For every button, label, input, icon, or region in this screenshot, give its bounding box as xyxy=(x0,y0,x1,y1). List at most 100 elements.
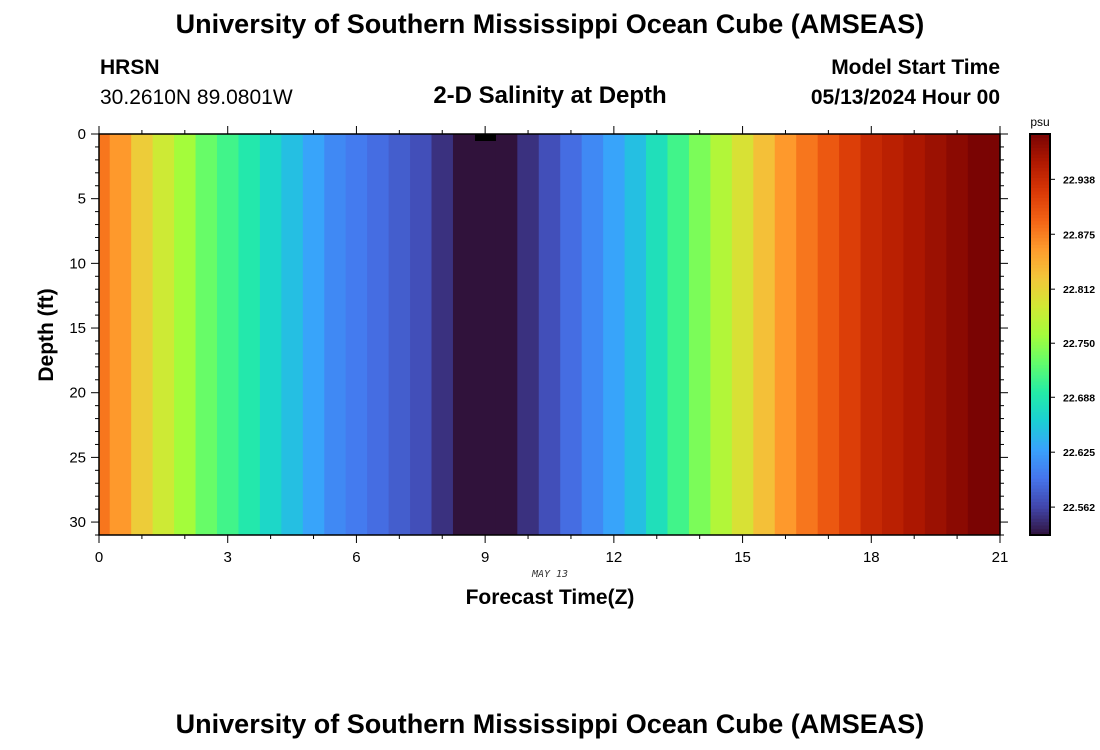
colorbar-segment xyxy=(1030,364,1050,369)
colorbar-tick-label: 22.812 xyxy=(1063,284,1095,296)
colorbar-segment xyxy=(1030,488,1050,493)
colorbar-segment xyxy=(1030,257,1050,262)
model-start-value: 05/13/2024 Hour 00 xyxy=(810,86,1000,109)
colorbar-segment xyxy=(1030,174,1050,178)
heatmap-cell xyxy=(924,134,947,535)
x-axis-label: Forecast Time(Z) xyxy=(466,586,635,609)
colorbar-segment xyxy=(1030,531,1050,536)
heatmap-cell xyxy=(946,134,969,535)
model-start-label: Model Start Time xyxy=(831,56,1000,79)
colorbar-segment xyxy=(1030,381,1050,386)
colorbar-segment xyxy=(1030,464,1050,469)
y-tick-label: 25 xyxy=(69,449,86,466)
y-axis-label: Depth (ft) xyxy=(35,288,58,381)
colorbar-segment xyxy=(1030,254,1050,259)
colorbar-segment xyxy=(1030,167,1050,172)
colorbar-segment xyxy=(1030,404,1050,409)
colorbar-segment xyxy=(1030,334,1050,339)
colorbar-segment xyxy=(1030,518,1050,523)
date-label: MAY 13 xyxy=(531,569,568,580)
colorbar-segment xyxy=(1030,154,1050,158)
colorbar-segment xyxy=(1030,468,1050,473)
colorbar-segment xyxy=(1030,277,1050,282)
colorbar-segment xyxy=(1030,321,1050,325)
colorbar-segment xyxy=(1030,264,1050,269)
x-tick-label: 12 xyxy=(606,549,623,566)
colorbar-segment xyxy=(1030,401,1050,406)
colorbar-segment xyxy=(1030,234,1050,239)
colorbar-segment xyxy=(1030,210,1050,215)
station-id: HRSN xyxy=(100,56,160,79)
heatmap-cell xyxy=(603,134,626,535)
colorbar-segment xyxy=(1030,431,1050,436)
heatmap-cell xyxy=(839,134,862,535)
colorbar-segment xyxy=(1030,217,1050,222)
colorbar-segment xyxy=(1030,190,1050,195)
heatmap-cell xyxy=(517,134,540,535)
colorbar-segment xyxy=(1030,451,1050,456)
x-tick-label: 21 xyxy=(992,549,1009,566)
colorbar-segment xyxy=(1030,504,1050,509)
colorbar-segment xyxy=(1030,324,1050,329)
colorbar-segment xyxy=(1030,160,1050,165)
colorbar-segment xyxy=(1030,137,1050,142)
heatmap-cell xyxy=(882,134,905,535)
colorbar-segment xyxy=(1030,444,1050,449)
colorbar-tick-label: 22.875 xyxy=(1063,229,1095,241)
heatmap-cell xyxy=(388,134,411,535)
heatmap-cell xyxy=(731,134,754,535)
colorbar-segment xyxy=(1030,144,1050,148)
colorbar-segment xyxy=(1030,471,1050,476)
colorbar-segment xyxy=(1030,157,1050,162)
heatmap-cell xyxy=(817,134,840,535)
colorbar-segment xyxy=(1030,498,1050,503)
y-tick-label: 30 xyxy=(69,514,86,531)
footer-title: University of Southern Mississippi Ocean… xyxy=(175,709,925,739)
colorbar-segment xyxy=(1030,267,1050,272)
colorbar-segment xyxy=(1030,164,1050,168)
colorbar-segment xyxy=(1030,351,1050,356)
y-tick-label: 10 xyxy=(69,255,86,272)
heatmap-cell xyxy=(99,134,111,535)
heatmap-cell xyxy=(796,134,819,535)
colorbar-segment xyxy=(1030,441,1050,446)
x-tick-label: 6 xyxy=(352,549,360,566)
colorbar-segment xyxy=(1030,501,1050,506)
heatmap-cell xyxy=(474,134,497,535)
colorbar-segment xyxy=(1030,414,1050,419)
colorbar-segment xyxy=(1030,184,1050,188)
colorbar-segment xyxy=(1030,187,1050,192)
heatmap-cell xyxy=(560,134,583,535)
heatmap-cell xyxy=(495,134,518,535)
colorbar-tick-labels: 22.562 22.625 22.688 22.750 22.812 22.875 22.9… xyxy=(1050,174,1095,514)
heatmap-cell xyxy=(131,134,154,535)
colorbar-segment xyxy=(1030,434,1050,439)
heatmap-cell xyxy=(710,134,733,535)
plot-frame xyxy=(98,133,1001,536)
colorbar-segment xyxy=(1030,307,1050,312)
heatmap-cell xyxy=(238,134,261,535)
heatmap-cell xyxy=(646,134,669,535)
colorbar-segment xyxy=(1030,294,1050,299)
x-tick-label: 0 xyxy=(95,549,103,566)
colorbar-segment xyxy=(1030,287,1050,292)
y-tick-label: 15 xyxy=(69,320,86,337)
colorbar-segment xyxy=(1030,458,1050,462)
chart-subtitle: 2-D Salinity at Depth xyxy=(433,82,667,109)
y-axis-tick-labels: 0 5 10 15 20 25 30 xyxy=(69,126,86,531)
colorbar-segment xyxy=(1030,311,1050,315)
heatmap-cell xyxy=(216,134,240,535)
colorbar-segment xyxy=(1030,250,1050,255)
colorbar-tick-label: 22.938 xyxy=(1063,174,1095,186)
colorbar-segment xyxy=(1030,478,1050,483)
colorbar-segment xyxy=(1030,424,1050,429)
colorbar-segment xyxy=(1030,200,1050,205)
colorbar-segment xyxy=(1030,224,1050,229)
y-tick-label: 5 xyxy=(78,191,86,208)
colorbar-segment xyxy=(1030,297,1050,302)
colorbar-segment xyxy=(1030,391,1050,396)
heatmap-cell xyxy=(367,134,390,535)
colorbar-segment xyxy=(1030,274,1050,279)
colorbar-segment xyxy=(1030,361,1050,366)
colorbar-segment xyxy=(1030,337,1050,342)
